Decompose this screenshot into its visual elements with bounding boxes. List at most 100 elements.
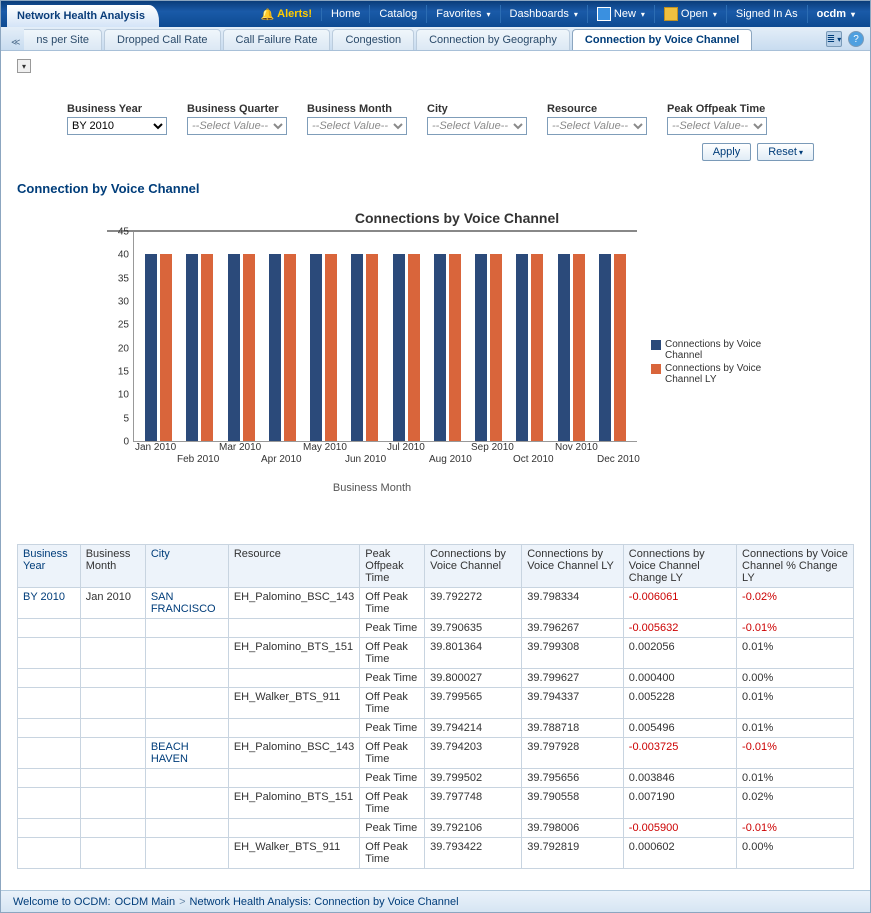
prompt-filters: Business Year BY 2010 Business Quarter --Se…	[67, 103, 854, 135]
col-header: Resource	[228, 545, 359, 588]
tab-call-failure-rate[interactable]: Call Failure Rate	[223, 29, 331, 50]
xaxis-label: Jan 2010	[135, 442, 195, 453]
tab-congestion[interactable]: Congestion	[332, 29, 414, 50]
table-row: Peak Time39.79063539.796267-0.005632-0.0…	[18, 619, 854, 638]
filter-label: Business Quarter	[187, 103, 287, 115]
xaxis-label: Nov 2010	[555, 442, 615, 453]
filter-label: Resource	[547, 103, 647, 115]
table-row: EH_Palomino_BTS_151Off Peak Time39.79774…	[18, 788, 854, 819]
bar	[449, 254, 461, 441]
nav-catalog[interactable]: Catalog	[370, 5, 427, 23]
chart-title: Connections by Voice Channel	[107, 210, 807, 226]
col-header: Connections by Voice Channel Change LY	[623, 545, 736, 588]
filter-label: City	[427, 103, 527, 115]
xaxis-title: Business Month	[107, 482, 637, 494]
bar	[325, 254, 337, 441]
filter-city[interactable]: --Select Value--	[427, 117, 527, 135]
xaxis-label: Aug 2010	[429, 454, 489, 465]
alerts-link[interactable]: 🔔 Alerts!	[260, 8, 322, 21]
xaxis-label: Feb 2010	[177, 454, 237, 465]
bar	[228, 254, 240, 441]
tab-connection-by-voice-channel[interactable]: Connection by Voice Channel	[572, 29, 752, 50]
table-row: EH_Walker_BTS_911Off Peak Time39.7934223…	[18, 838, 854, 869]
filter-business-quarter[interactable]: --Select Value--	[187, 117, 287, 135]
data-table: Business YearBusiness MonthCityResourceP…	[17, 544, 854, 869]
bar	[351, 254, 363, 441]
voice-channel-chart: Connections by Voice Channel 05101520253…	[107, 210, 807, 494]
bar	[434, 254, 446, 441]
chart-legend: Connections by Voice ChannelConnections …	[637, 230, 777, 494]
bar	[243, 254, 255, 441]
col-header: Peak Offpeak Time	[360, 545, 425, 588]
dashboard-tabs: ≪ ns per Site Dropped Call RateCall Fail…	[1, 27, 870, 51]
legend-swatch	[651, 364, 661, 374]
filter-label: Business Month	[307, 103, 407, 115]
col-header[interactable]: City	[145, 545, 228, 588]
apply-button[interactable]: Apply	[702, 143, 752, 161]
table-row: Peak Time39.79950239.7956560.0038460.01%	[18, 769, 854, 788]
breadcrumb-root[interactable]: OCDM Main	[115, 896, 176, 908]
section-title: Connection by Voice Channel	[17, 181, 854, 196]
col-header: Connections by Voice Channel	[425, 545, 522, 588]
xaxis-label: Jun 2010	[345, 454, 405, 465]
nav-dashboards[interactable]: Dashboards▾	[501, 5, 588, 23]
bar	[366, 254, 378, 441]
bar	[614, 254, 626, 441]
col-header: Connections by Voice Channel LY	[522, 545, 624, 588]
bar	[160, 254, 172, 441]
xaxis-label: Mar 2010	[219, 442, 279, 453]
table-row: Peak Time39.79421439.7887180.0054960.01%	[18, 719, 854, 738]
bar	[186, 254, 198, 441]
nav-new[interactable]: New▾	[588, 5, 655, 23]
filter-peak-offpeak-time[interactable]: --Select Value--	[667, 117, 767, 135]
legend-swatch	[651, 340, 661, 350]
col-header: Business Month	[80, 545, 145, 588]
tab-partial[interactable]: ns per Site	[24, 29, 102, 50]
bar	[599, 254, 611, 441]
filter-label: Peak Offpeak Time	[667, 103, 767, 115]
breadcrumb-current: Network Health Analysis: Connection by V…	[190, 896, 459, 908]
bar	[310, 254, 322, 441]
app-title: Network Health Analysis	[7, 5, 159, 27]
tab-connection-by-geography[interactable]: Connection by Geography	[416, 29, 570, 50]
filter-business-month[interactable]: --Select Value--	[307, 117, 407, 135]
legend-label: Connections by Voice Channel LY	[665, 363, 777, 385]
legend-label: Connections by Voice Channel	[665, 339, 777, 361]
bar	[558, 254, 570, 441]
page-options-icon[interactable]: ≣▾	[826, 31, 842, 47]
nav-home[interactable]: Home	[322, 5, 370, 23]
user-menu[interactable]: ocdm▾	[808, 5, 864, 23]
bar	[393, 254, 405, 441]
help-icon[interactable]: ?	[848, 31, 864, 47]
col-header: Connections by Voice Channel % Change LY	[737, 545, 854, 588]
bar	[284, 254, 296, 441]
col-header[interactable]: Business Year	[18, 545, 81, 588]
nav-open[interactable]: Open▾	[655, 5, 727, 23]
xaxis-label: Oct 2010	[513, 454, 573, 465]
nav-signed-in-as[interactable]: Signed In As	[727, 5, 808, 23]
xaxis-label: Sep 2010	[471, 442, 531, 453]
table-row: Peak Time39.80002739.7996270.0004000.00%	[18, 669, 854, 688]
table-row: EH_Walker_BTS_911Off Peak Time39.7995653…	[18, 688, 854, 719]
bar	[269, 254, 281, 441]
filter-label: Business Year	[67, 103, 167, 115]
bar	[490, 254, 502, 441]
bar	[145, 254, 157, 441]
tab-scroll-left[interactable]: ≪	[7, 35, 24, 50]
filter-resource[interactable]: --Select Value--	[547, 117, 647, 135]
bar	[408, 254, 420, 441]
xaxis-label: Jul 2010	[387, 442, 447, 453]
xaxis-label: May 2010	[303, 442, 363, 453]
filter-business-year[interactable]: BY 2010	[67, 117, 167, 135]
content-area: ▾ Business Year BY 2010 Business Quarter --…	[1, 51, 870, 890]
breadcrumb: Welcome to OCDM: OCDM Main > Network Hea…	[1, 890, 870, 912]
bar	[531, 254, 543, 441]
reset-button[interactable]: Reset▾	[757, 143, 814, 161]
tab-dropped-call-rate[interactable]: Dropped Call Rate	[104, 29, 221, 50]
folder-icon	[664, 7, 678, 21]
collapse-toggle[interactable]: ▾	[17, 59, 31, 73]
nav-favorites[interactable]: Favorites▾	[427, 5, 500, 23]
bar	[516, 254, 528, 441]
bar	[201, 254, 213, 441]
new-icon	[597, 7, 611, 21]
